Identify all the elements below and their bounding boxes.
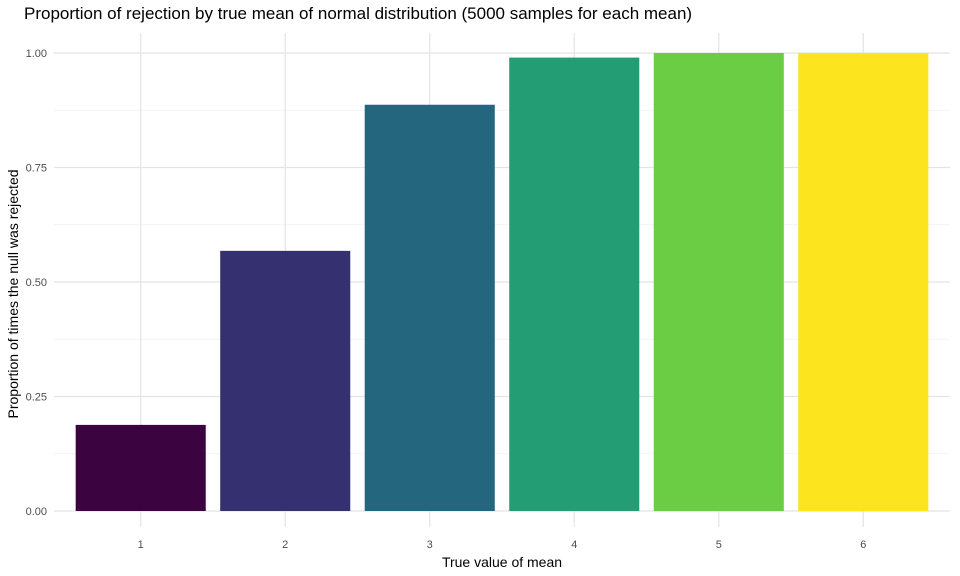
x-tick-label: 5 — [716, 539, 722, 551]
y-axis-title: Proportion of times the null was rejecte… — [5, 169, 21, 418]
y-tick-label: 0.25 — [26, 392, 47, 404]
x-tick-label: 2 — [282, 539, 288, 551]
bar-4 — [509, 57, 640, 512]
x-axis-title: True value of mean — [442, 554, 562, 570]
y-tick-label: 0.75 — [26, 163, 47, 175]
y-tick-label: 0.50 — [26, 277, 47, 289]
x-tick-label: 1 — [138, 539, 144, 551]
x-axis-ticks: 1 2 3 4 5 6 — [138, 539, 867, 551]
x-tick-label: 3 — [427, 539, 433, 551]
bar-1 — [75, 424, 206, 511]
y-axis-ticks: 0.00 0.25 0.50 0.75 1.00 — [26, 48, 47, 518]
bar-5 — [653, 53, 784, 511]
x-tick-label: 4 — [571, 539, 577, 551]
bars-layer — [75, 53, 929, 512]
bar-6 — [798, 53, 929, 511]
bar-2 — [220, 250, 351, 511]
x-tick-label: 6 — [860, 539, 866, 551]
y-tick-label: 0.00 — [26, 506, 47, 518]
chart-title: Proportion of rejection by true mean of … — [24, 4, 693, 23]
bar-3 — [364, 104, 495, 511]
y-tick-label: 1.00 — [26, 48, 47, 60]
